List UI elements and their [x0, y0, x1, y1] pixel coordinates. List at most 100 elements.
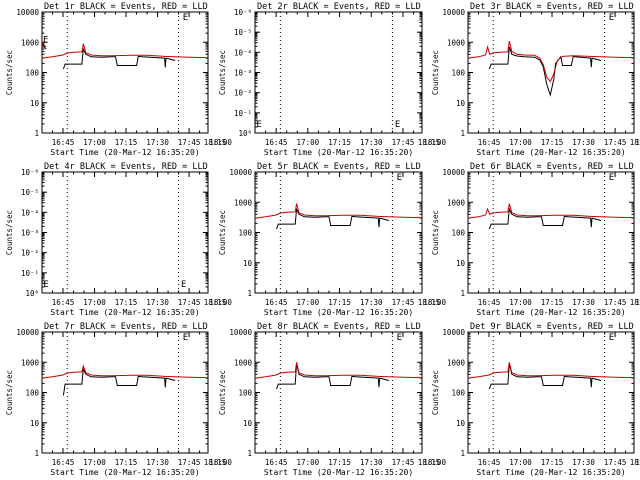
series-lld-line: [41, 364, 207, 379]
chart-title: Det 8r BLACK = Events, RED = LLD: [257, 322, 421, 332]
y-tick-label: 10⁰: [238, 129, 252, 138]
x-tick-label: 18:15: [630, 298, 640, 307]
x-tick-label: 17:30: [146, 138, 169, 147]
y-tick-label: 10000: [442, 8, 465, 17]
x-tick-label: 16:45: [52, 458, 75, 467]
x-tick-label: 17:30: [572, 138, 595, 147]
y-axis-label: Counts/sec: [431, 370, 440, 415]
y-tick-label: 100: [451, 389, 465, 398]
x-axis-label: Start Time (20-Mar-12 16:35:20): [476, 308, 625, 317]
chart-title: Det 4r BLACK = Events, RED = LLD: [44, 162, 208, 172]
chart-title: Det 1r BLACK = Events, RED = LLD: [44, 2, 208, 12]
x-tick-label: 17:00: [83, 298, 106, 307]
x-tick-label: 18:15: [418, 138, 441, 147]
x-tick-label: 17:15: [115, 458, 138, 467]
e-marker: E: [43, 35, 48, 45]
e-marker: E: [609, 13, 614, 23]
series-lld-line: [467, 40, 633, 83]
x-tick-label: 17:30: [572, 298, 595, 307]
y-axis-label: Counts/sec: [5, 50, 14, 95]
e-marker: E: [397, 333, 402, 343]
e-marker: E: [181, 280, 186, 290]
y-axis-label: Counts/sec: [218, 50, 227, 95]
series-lld-line: [41, 43, 207, 59]
y-axis-label: Counts/sec: [5, 370, 14, 415]
x-tick-label: 17:45: [392, 458, 415, 467]
y-tick-label: 1: [34, 449, 39, 458]
x-tick-label: 17:30: [360, 298, 383, 307]
y-tick-label: 10⁻⁵: [234, 28, 252, 37]
y-tick-label: 10⁻⁶: [234, 8, 252, 17]
x-tick-label: 18:00: [423, 138, 446, 147]
y-tick-label: 10⁻³: [234, 69, 252, 78]
series-events-line: [276, 363, 390, 390]
x-tick-label: 17:15: [328, 298, 351, 307]
x-tick-label: 17:15: [115, 138, 138, 147]
y-axis-label: Counts/sec: [218, 210, 227, 255]
e-marker: E: [183, 333, 188, 343]
x-tick-label: 17:45: [178, 298, 201, 307]
x-tick-label: 17:00: [297, 298, 320, 307]
chart-title: Det 3r BLACK = Events, RED = LLD: [470, 2, 634, 12]
chart-panel-4: Det 4r BLACK = Events, RED = LLD Start Ti…: [5, 162, 232, 317]
chart-panel-8: Det 8r BLACK = Events, RED = LLD Start Ti…: [218, 322, 446, 477]
e-marker: E: [183, 13, 188, 23]
y-tick-label: 1: [247, 449, 252, 458]
series-events-line: [62, 367, 176, 396]
series-events-line: [488, 46, 602, 97]
x-tick-label: 17:45: [178, 138, 201, 147]
x-tick-label: 17:00: [83, 458, 106, 467]
x-tick-label: 18:15: [204, 138, 227, 147]
x-tick-label: 17:15: [328, 458, 351, 467]
series-lld-line: [467, 362, 633, 379]
y-tick-label: 10000: [229, 328, 252, 337]
series-lld-line: [41, 41, 47, 48]
x-tick-label: 17:00: [297, 458, 320, 467]
x-axis-label: Start Time (20-Mar-12 16:35:20): [50, 468, 199, 477]
x-tick-label: 18:00: [209, 458, 232, 467]
x-tick-label: 16:45: [52, 138, 75, 147]
y-tick-label: 100: [451, 229, 465, 238]
x-axis-label: Start Time (20-Mar-12 16:35:20): [50, 308, 199, 317]
x-tick-label: 18:00: [423, 298, 446, 307]
y-tick-label: 10: [243, 259, 253, 268]
y-tick-label: 100: [451, 69, 465, 78]
y-tick-label: 1000: [447, 38, 466, 47]
x-tick-label: 17:30: [146, 298, 169, 307]
x-tick-label: 18:00: [209, 138, 232, 147]
y-tick-label: 1: [247, 289, 252, 298]
x-tick-label: 17:45: [392, 138, 415, 147]
x-tick-label: 17:30: [572, 458, 595, 467]
x-tick-label: 16:45: [478, 458, 501, 467]
x-tick-label: 18:15: [418, 298, 441, 307]
y-tick-label: 10: [456, 419, 466, 428]
x-tick-label: 16:45: [478, 298, 501, 307]
series-events-line: [488, 207, 602, 230]
y-axis-label: Counts/sec: [431, 50, 440, 95]
e-marker: E: [395, 120, 400, 130]
x-tick-label: 17:45: [392, 298, 415, 307]
chart-title: Det 7r BLACK = Events, RED = LLD: [44, 322, 208, 332]
x-axis-label: Start Time (20-Mar-12 16:35:20): [476, 148, 625, 157]
x-tick-label: 17:00: [509, 458, 532, 467]
y-tick-label: 10000: [229, 168, 252, 177]
y-tick-label: 10⁻³: [21, 229, 39, 238]
x-axis-label: Start Time (20-Mar-12 16:35:20): [264, 148, 413, 157]
y-tick-label: 10⁻⁵: [21, 188, 39, 197]
y-axis-label: Counts/sec: [218, 370, 227, 415]
x-tick-label: 18:15: [204, 458, 227, 467]
y-tick-label: 1: [460, 449, 465, 458]
e-marker: E: [43, 280, 48, 290]
chart-title: Det 6r BLACK = Events, RED = LLD: [470, 162, 634, 172]
y-tick-label: 10: [456, 99, 466, 108]
y-tick-label: 1000: [21, 38, 40, 47]
chart-panel-9: Det 9r BLACK = Events, RED = LLD Start Ti…: [431, 322, 640, 477]
chart-title: Det 2r BLACK = Events, RED = LLD: [257, 2, 421, 12]
x-tick-label: 17:00: [509, 138, 532, 147]
x-axis-label: Start Time (20-Mar-12 16:35:20): [50, 148, 199, 157]
series-events-line: [276, 207, 390, 230]
y-axis-label: Counts/sec: [5, 210, 14, 255]
chart-panel-5: Det 5r BLACK = Events, RED = LLD Start Ti…: [218, 162, 446, 317]
x-tick-label: 17:15: [328, 138, 351, 147]
y-tick-label: 10000: [16, 8, 39, 17]
